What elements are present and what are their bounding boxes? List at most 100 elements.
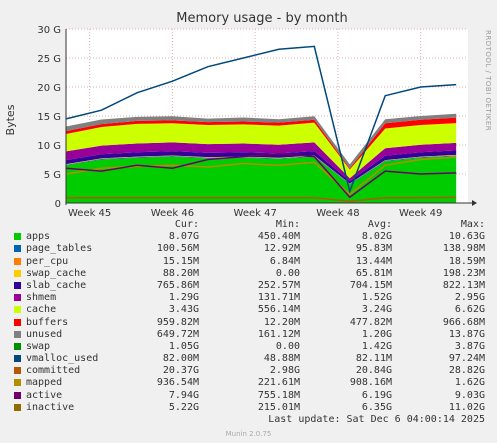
legend-name: committed (26, 365, 81, 377)
legend-cur: 7.94G (168, 389, 199, 401)
header-min: Min: (275, 219, 300, 230)
legend-name: mapped (26, 377, 63, 389)
y-tick-label: 20 G (37, 83, 61, 94)
legend-row: mapped 936.54M 221.61M 908.16M 1.62G (0, 377, 497, 389)
legend-min: 12.92M (263, 243, 300, 255)
legend-avg: 95.83M (355, 243, 392, 255)
legend-avg: 1.20G (361, 328, 392, 340)
legend-max: 11.02G (448, 401, 485, 413)
legend-name: page_tables (26, 243, 93, 255)
legend-avg: 8.02G (361, 231, 392, 243)
legend-max: 1.62G (454, 377, 485, 389)
legend-name: per_cpu (26, 255, 69, 267)
legend-row: cache 3.43G 556.14M 3.24G 6.62G (0, 304, 497, 316)
x-tick-label: Week 49 (399, 208, 442, 219)
legend-min: 556.14M (257, 304, 300, 316)
legend-max: 138.98M (442, 243, 485, 255)
legend-min: 0.00 (275, 267, 300, 279)
legend-cur: 88.20M (162, 267, 199, 279)
legend-cur: 1.29G (168, 292, 199, 304)
legend-min: 450.40M (257, 231, 300, 243)
legend-cur: 82.00M (162, 353, 199, 365)
legend-avg: 6.19G (361, 389, 392, 401)
legend-name: unused (26, 328, 63, 340)
legend-avg: 20.84G (355, 365, 392, 377)
legend-row: swap_cache 88.20M 0.00 65.81M 198.23M (0, 268, 497, 280)
legend-row: committed 20.37G 2.98G 20.84G 28.82G (0, 365, 497, 377)
legend-row: apps 8.07G 450.40M 8.02G 10.63G (0, 231, 497, 243)
legend-swatch (14, 379, 21, 387)
legend-swatch (14, 355, 21, 363)
legend-row: buffers 959.82M 12.20M 477.82M 966.68M (0, 317, 497, 329)
y-tick-label: 25 G (37, 54, 61, 65)
legend-cur: 5.22G (168, 401, 199, 413)
line-inactive (65, 152, 457, 199)
area-shmem (66, 142, 457, 182)
legend-cur: 936.54M (156, 377, 199, 389)
legend-max: 822.13M (442, 279, 485, 291)
legend-avg: 13.44M (355, 255, 392, 267)
legend-cur: 3.43G (168, 304, 199, 316)
x-tick-label: Week 48 (316, 208, 359, 219)
stacked-areas (66, 113, 457, 203)
legend-max: 18.59M (448, 255, 485, 267)
legend-name: active (26, 389, 63, 401)
legend-min: 221.61M (257, 377, 300, 389)
legend-min: 161.12M (257, 328, 300, 340)
legend-name: inactive (26, 401, 75, 413)
legend-swatch (14, 342, 21, 350)
legend-name: swap_cache (26, 267, 87, 279)
legend-max: 10.63G (448, 231, 485, 243)
area-cache (66, 122, 457, 179)
series-lines (65, 45, 457, 203)
legend-swatch (14, 245, 21, 253)
chart-title: Memory usage - by month (176, 11, 347, 26)
legend-avg: 65.81M (355, 267, 392, 279)
legend-cur: 959.82M (156, 316, 199, 328)
legend-cur: 20.37G (162, 365, 199, 377)
legend-max: 2.95G (454, 292, 485, 304)
header-avg: Avg: (367, 219, 392, 230)
legend-min: 6.84M (269, 255, 300, 267)
area-slab_cache (66, 150, 457, 184)
legend-row: per_cpu 15.15M 6.84M 13.44M 18.59M (0, 256, 497, 268)
x-tick-label: Week 45 (68, 208, 111, 219)
legend-row: inactive 5.22G 215.01M 6.35G 11.02G (0, 402, 497, 414)
legend-swatch (14, 233, 21, 241)
legend-max: 9.03G (454, 389, 485, 401)
legend-cur: 765.86M (156, 279, 199, 291)
legend-swatch (14, 330, 21, 338)
x-axis-arrow (472, 200, 477, 206)
legend-max: 966.68M (442, 316, 485, 328)
legend-swatch (14, 403, 21, 411)
legend-min: 0.00 (275, 340, 300, 352)
line-mapped (66, 196, 457, 203)
legend-swatch (14, 391, 21, 399)
x-tick-label: Week 47 (234, 208, 277, 219)
rrdtool-label: RRDTOOL / TOBI OETIKER (484, 30, 492, 131)
legend-name: shmem (26, 292, 57, 304)
legend-swatch (14, 257, 21, 265)
last-update: Last update: Sat Dec 6 04:00:14 2025 (268, 414, 485, 425)
x-tick-label: Week 46 (151, 208, 194, 219)
legend-swatch (14, 306, 21, 314)
legend: Cur: Min: Avg: Max: apps 8.07G 450.40M 8.02… (0, 219, 497, 414)
legend-avg: 6.35G (361, 401, 392, 413)
legend-cur: 8.07G (168, 231, 199, 243)
legend-cur: 649.72M (156, 328, 199, 340)
legend-row: unused 649.72M 161.12M 1.20G 13.87G (0, 329, 497, 341)
header-max: Max: (460, 219, 485, 230)
legend-swatch (14, 294, 21, 302)
legend-max: 28.82G (448, 365, 485, 377)
legend-row: page_tables 100.56M 12.92M 95.83M 138.98M (0, 243, 497, 255)
y-tick-label: 5 G (44, 170, 61, 181)
area-unused (66, 113, 457, 169)
legend-min: 48.88M (263, 353, 300, 365)
legend-row: swap 1.05G 0.00 1.42G 3.87G (0, 341, 497, 353)
legend-header: Cur: Min: Avg: Max: (0, 219, 497, 231)
legend-row: slab_cache 765.86M 252.57M 704.15M 822.13M (0, 280, 497, 292)
legend-name: apps (26, 231, 51, 243)
y-tick-label: 0 (55, 199, 61, 210)
legend-avg: 1.52G (361, 292, 392, 304)
legend-cur: 100.56M (156, 243, 199, 255)
